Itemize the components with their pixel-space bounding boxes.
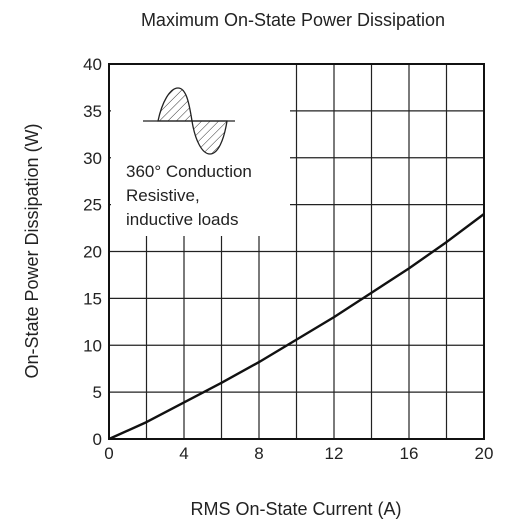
annotation-line-1: 360° Conduction (126, 162, 252, 181)
annotation-box: 360° Conduction Resistive, inductive loa… (111, 64, 290, 236)
y-tick-label: 35 (83, 102, 102, 121)
y-axis-label: On-State Power Dissipation (W) (22, 123, 42, 378)
tick-labels: 0 4 8 12 16 20 0 5 10 15 20 25 30 35 40 (83, 55, 493, 463)
series-group (108, 213, 485, 441)
x-tick-label: 12 (325, 444, 344, 463)
y-tick-label: 20 (83, 243, 102, 262)
annotation-line-2: Resistive, (126, 186, 200, 205)
chart-title: Maximum On-State Power Dissipation (141, 10, 445, 30)
x-tick-label: 0 (104, 444, 113, 463)
annotation-line-3: inductive loads (126, 210, 238, 229)
sine-wave-conduction-icon (143, 87, 235, 155)
y-tick-label: 25 (83, 196, 102, 215)
y-tick-label: 30 (83, 149, 102, 168)
y-tick-label: 0 (93, 430, 102, 449)
y-tick-label: 5 (93, 383, 102, 402)
y-tick-label: 15 (83, 289, 102, 308)
x-tick-label: 16 (400, 444, 419, 463)
x-tick-label: 20 (475, 444, 494, 463)
y-tick-label: 40 (83, 55, 102, 74)
x-tick-label: 8 (254, 444, 263, 463)
series-line (108, 213, 485, 441)
grid (109, 64, 484, 439)
y-tick-label: 10 (83, 336, 102, 355)
x-axis-label: RMS On-State Current (A) (190, 499, 401, 519)
plot-frame (108, 63, 485, 440)
x-tick-label: 4 (179, 444, 188, 463)
